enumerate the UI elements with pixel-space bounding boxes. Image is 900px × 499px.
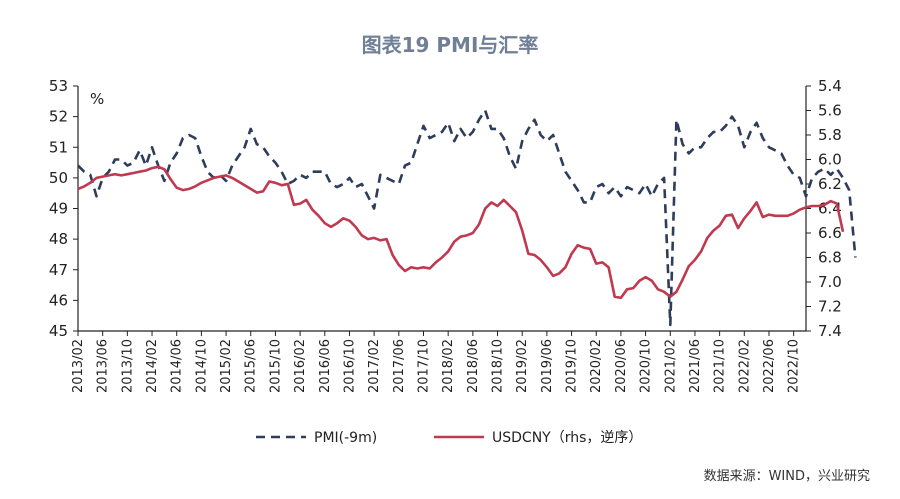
right-tick-label: 7.0 xyxy=(818,273,842,291)
right-tick-label: 5.6 xyxy=(818,102,842,120)
left-tick-label: 53 xyxy=(49,77,68,95)
right-tick-label: 7.2 xyxy=(818,298,842,316)
series-usdcny-line xyxy=(77,165,845,300)
x-tick-label: 2015/06 xyxy=(244,339,259,393)
x-tick-label: 2018/10 xyxy=(491,339,506,393)
x-tick-label: 2020/06 xyxy=(614,339,629,393)
right-tick-label: 7.4 xyxy=(818,322,842,340)
x-tick-label: 2022/10 xyxy=(787,339,802,393)
x-tick-label: 2018/06 xyxy=(466,339,481,393)
x-tick-label: 2019/06 xyxy=(540,339,555,393)
x-tick-label: 2016/02 xyxy=(293,339,308,393)
x-tick-label: 2019/10 xyxy=(565,339,580,393)
right-tick-label: 5.4 xyxy=(818,77,842,95)
legend-label-pmi: PMI(-9m) xyxy=(314,430,377,446)
x-tick-label: 2013/10 xyxy=(120,339,135,393)
x-tick-label: 2014/02 xyxy=(145,339,160,393)
left-tick-label: 47 xyxy=(49,261,68,279)
series-pmi-line xyxy=(77,109,857,327)
right-tick-label: 6.2 xyxy=(818,175,842,193)
legend: PMI(-9m) USDCNY（rhs，逆序） xyxy=(256,430,642,446)
x-tick-label: 2016/10 xyxy=(342,339,357,393)
left-tick-label: 50 xyxy=(49,169,68,187)
left-tick-label: 46 xyxy=(49,291,68,309)
legend-label-usdcny: USDCNY（rhs，逆序） xyxy=(492,430,642,446)
x-tick-label: 2017/02 xyxy=(367,339,382,393)
x-tick-label: 2022/06 xyxy=(762,339,777,393)
x-tick-label: 2020/10 xyxy=(639,339,654,393)
source-note: 数据来源：WIND，兴业研究 xyxy=(704,469,870,484)
x-tick-label: 2015/02 xyxy=(219,339,234,393)
x-tick-label: 2016/06 xyxy=(318,339,333,393)
x-tick-label: 2013/02 xyxy=(71,339,86,393)
x-tick-label: 2021/02 xyxy=(663,339,678,393)
right-tick-label: 6.0 xyxy=(818,151,842,169)
x-tick-label: 2019/02 xyxy=(515,339,530,393)
x-tick-label: 2021/06 xyxy=(688,339,703,393)
x-tick-label: 2014/10 xyxy=(194,339,209,393)
x-axis-ticks: 2013/02 2013/06 2013/10 2014/02 2014/06 2014/… xyxy=(71,331,802,393)
left-tick-label: 51 xyxy=(49,138,68,156)
right-tick-label: 6.6 xyxy=(818,224,842,242)
x-tick-label: 2013/06 xyxy=(96,339,111,393)
left-tick-label: 52 xyxy=(49,108,68,126)
x-tick-label: 2022/02 xyxy=(737,339,752,393)
left-tick-label: 45 xyxy=(49,322,68,340)
chart-title: 图表19 PMI与汇率 xyxy=(362,33,539,57)
x-tick-label: 2017/10 xyxy=(416,339,431,393)
left-axis-ticks: 45 46 47 48 49 50 51 52 53 xyxy=(49,77,78,340)
right-tick-label: 6.8 xyxy=(818,249,842,267)
x-tick-label: 2015/10 xyxy=(268,339,283,393)
x-tick-label: 2018/02 xyxy=(441,339,456,393)
x-tick-label: 2017/06 xyxy=(392,339,407,393)
left-tick-label: 48 xyxy=(49,230,68,248)
left-tick-label: 49 xyxy=(49,200,68,218)
x-tick-label: 2021/10 xyxy=(713,339,728,393)
x-tick-label: 2014/06 xyxy=(170,339,185,393)
left-axis-unit: % xyxy=(90,90,104,108)
right-axis-ticks: 5.45.65.86.06.26.46.66.87.07.27.4 xyxy=(806,77,842,340)
x-tick-label: 2020/02 xyxy=(589,339,604,393)
right-tick-label: 5.8 xyxy=(818,126,842,144)
